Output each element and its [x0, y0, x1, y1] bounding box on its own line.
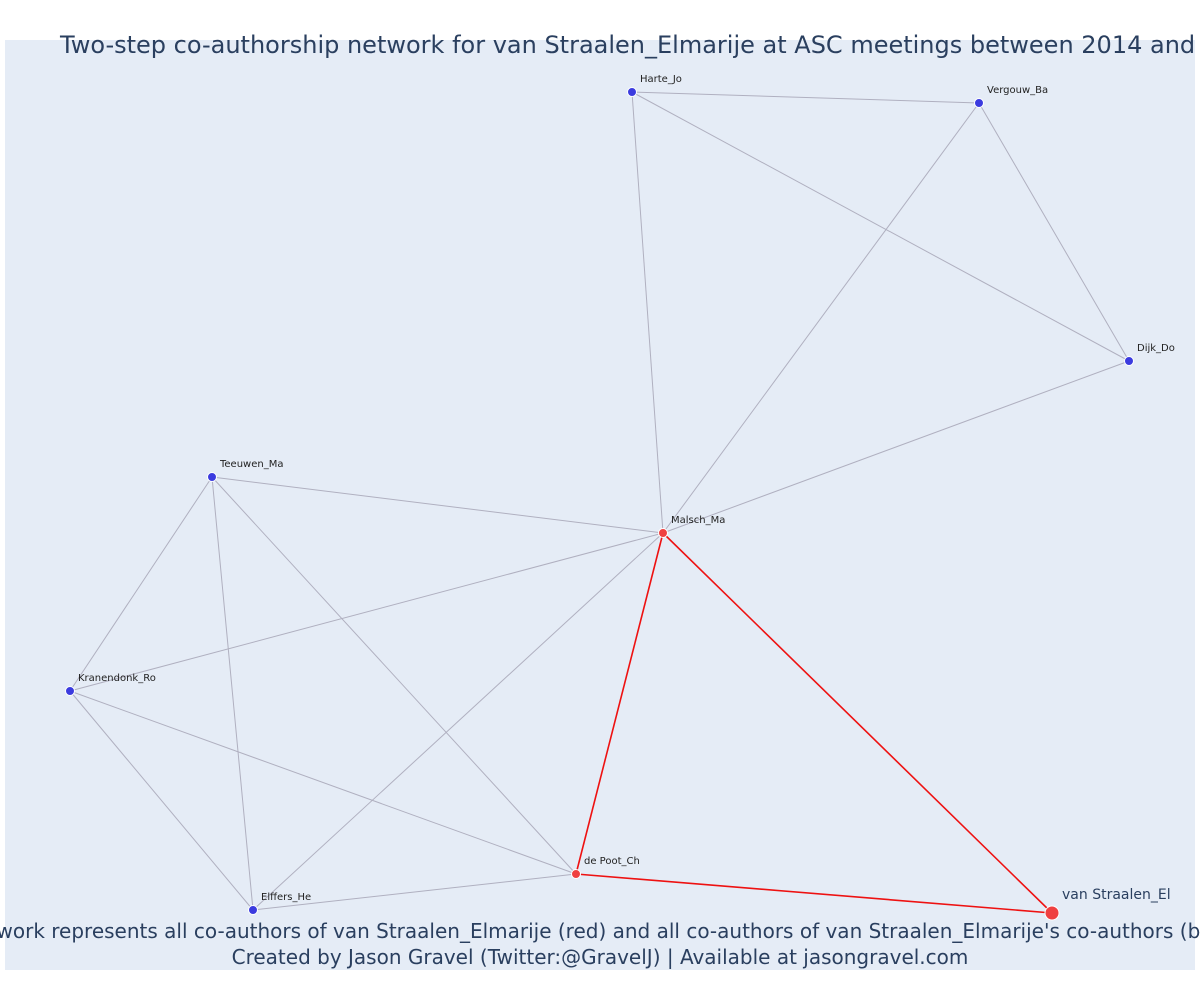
edge — [69, 690, 254, 911]
edge — [69, 532, 664, 692]
node-label: Harte_Jo — [640, 74, 682, 85]
edge — [631, 91, 980, 104]
footer-line: Network represents all co-authors of van… — [0, 919, 1200, 943]
plot-background — [5, 40, 1195, 970]
node — [1044, 905, 1060, 921]
edge — [69, 476, 213, 692]
edge — [631, 91, 1130, 362]
node-label: Kranendonk_Ro — [78, 673, 156, 684]
node — [207, 472, 217, 482]
node — [627, 87, 637, 97]
edge — [662, 532, 1053, 914]
edge — [631, 91, 664, 534]
edge — [575, 873, 1053, 914]
node-label: van Straalen_El — [1062, 887, 1171, 903]
edge — [252, 873, 577, 911]
edge — [211, 476, 664, 534]
node-label: Teeuwen_Ma — [219, 459, 283, 470]
node-label: Malsch_Ma — [671, 515, 725, 526]
edge — [978, 102, 1130, 362]
node-label: Dijk_Do — [1137, 343, 1175, 354]
edge — [211, 476, 577, 875]
nodes: Harte_Jo Vergouw_Ba Dijk_Do Teeuwen_Ma Malsc… — [65, 74, 1175, 921]
node — [571, 869, 581, 879]
edge — [662, 360, 1130, 534]
edge — [252, 532, 664, 911]
node — [65, 686, 75, 696]
edge — [211, 476, 254, 911]
node — [1124, 356, 1134, 366]
node-label: de Poot_Ch — [584, 856, 640, 867]
node — [974, 98, 984, 108]
footer-line: Created by Jason Gravel (Twitter:@Gravel… — [232, 945, 969, 969]
node — [658, 528, 668, 538]
edge — [575, 532, 664, 875]
title: Two-step co-authorship network for van S… — [59, 31, 1200, 59]
edge — [662, 102, 980, 534]
edge — [69, 690, 577, 875]
node-label: Vergouw_Ba — [987, 85, 1048, 96]
node — [248, 905, 258, 915]
node-label: Elffers_He — [261, 892, 311, 903]
edges — [69, 91, 1130, 914]
